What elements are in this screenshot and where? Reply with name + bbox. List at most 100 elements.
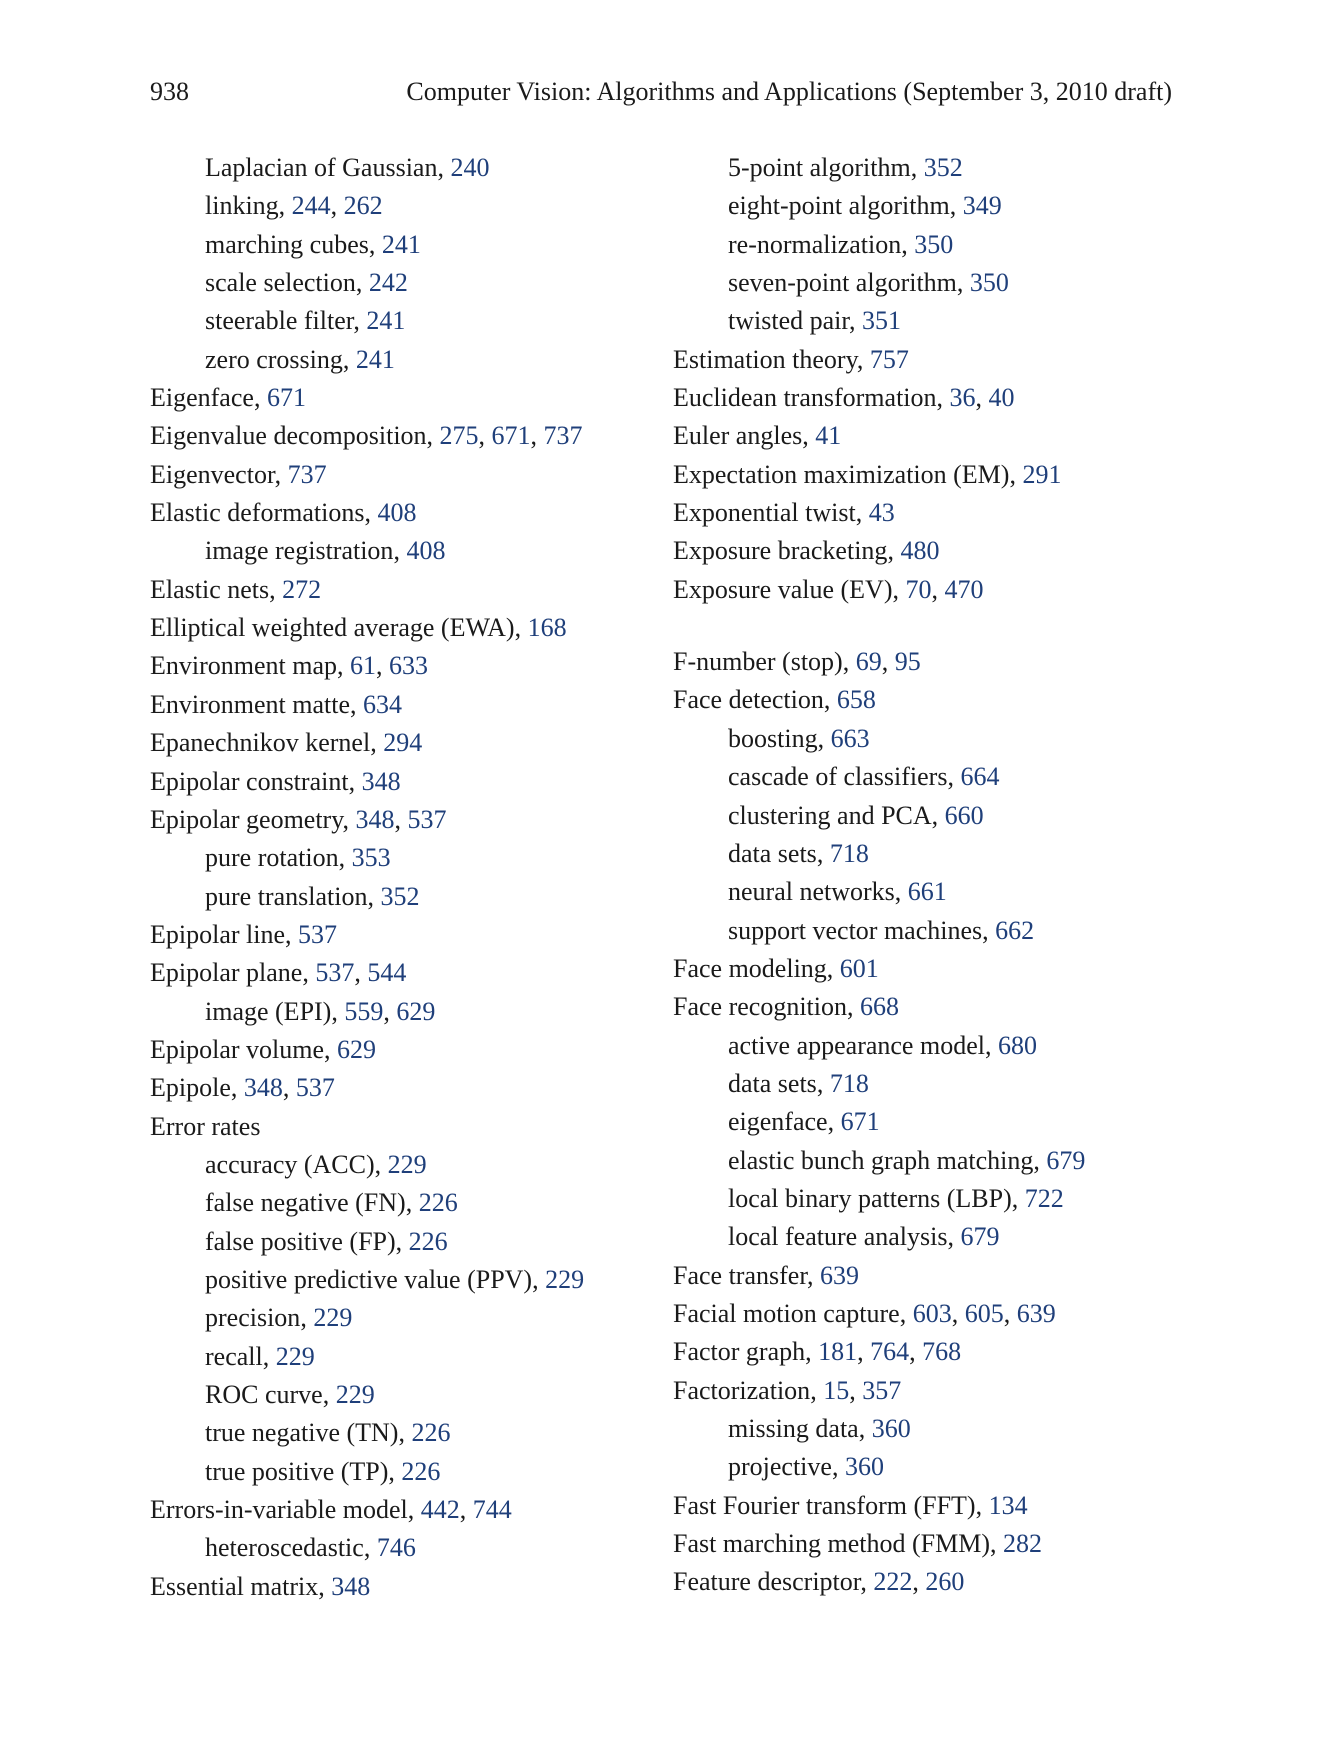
page-link[interactable]: 633 <box>389 651 429 681</box>
page-link[interactable]: 603 <box>912 1298 952 1328</box>
page-link[interactable]: 353 <box>351 843 391 873</box>
index-subentry: image registration, 408 <box>205 536 446 566</box>
page-link[interactable]: 559 <box>344 996 384 1026</box>
page-link[interactable]: 61 <box>350 651 377 681</box>
page-link[interactable]: 40 <box>988 383 1015 413</box>
page-link[interactable]: 537 <box>315 958 355 988</box>
page-link[interactable]: 360 <box>871 1414 911 1443</box>
page-link[interactable]: 168 <box>527 613 567 643</box>
page-link[interactable]: 348 <box>331 1571 371 1601</box>
page-link[interactable]: 605 <box>964 1298 1004 1328</box>
page-link[interactable]: 744 <box>472 1495 512 1525</box>
page-link[interactable]: 15 <box>823 1375 850 1405</box>
page-link[interactable]: 272 <box>282 574 322 604</box>
page-link[interactable]: 737 <box>287 459 327 489</box>
page-link[interactable]: 36 <box>949 383 976 413</box>
page-link[interactable]: 661 <box>907 877 947 907</box>
page-link[interactable]: 282 <box>1003 1529 1043 1559</box>
page-link[interactable]: 639 <box>819 1260 859 1290</box>
page-link[interactable]: 350 <box>914 229 954 259</box>
page-link[interactable]: 260 <box>925 1567 965 1597</box>
page-link[interactable]: 226 <box>411 1418 451 1448</box>
index-subentry: image (EPI), 559, 629 <box>205 996 436 1026</box>
page-link[interactable]: 240 <box>450 153 490 182</box>
page-link[interactable]: 442 <box>420 1495 460 1525</box>
page-link[interactable]: 229 <box>335 1380 375 1409</box>
page-link[interactable]: 671 <box>491 421 531 451</box>
page-link[interactable]: 629 <box>396 996 436 1026</box>
page-link[interactable]: 658 <box>836 685 876 715</box>
page-link[interactable]: 352 <box>380 881 420 911</box>
page-link[interactable]: 70 <box>905 574 932 604</box>
page-link[interactable]: 408 <box>377 498 417 528</box>
page-link[interactable]: 639 <box>1016 1298 1056 1328</box>
page-link[interactable]: 134 <box>988 1490 1028 1520</box>
page-link[interactable]: 41 <box>815 421 842 451</box>
page-link[interactable]: 241 <box>381 229 421 259</box>
page-link[interactable]: 544 <box>367 958 407 988</box>
page-link[interactable]: 275 <box>439 421 479 451</box>
page-link[interactable]: 95 <box>894 647 921 677</box>
page-link[interactable]: 537 <box>407 804 447 834</box>
page-link[interactable]: 601 <box>839 953 879 983</box>
page-link[interactable]: 662 <box>995 915 1035 945</box>
page-link[interactable]: 229 <box>387 1149 427 1179</box>
index-term: Exposure bracketing <box>673 536 888 566</box>
page-link[interactable]: 718 <box>829 1068 869 1098</box>
page-link[interactable]: 664 <box>960 762 1000 792</box>
page-link[interactable]: 226 <box>418 1188 458 1218</box>
page-link[interactable]: 69 <box>855 647 882 677</box>
page-link[interactable]: 222 <box>873 1567 913 1597</box>
page-link[interactable]: 660 <box>944 800 984 830</box>
page-link[interactable]: 663 <box>830 723 870 753</box>
page-link[interactable]: 262 <box>343 191 383 221</box>
index-term: Euler angles <box>673 421 803 451</box>
page-link[interactable]: 764 <box>870 1337 910 1367</box>
page-link[interactable]: 470 <box>944 574 984 604</box>
page-link[interactable]: 746 <box>376 1533 416 1563</box>
page-link[interactable]: 537 <box>298 919 338 949</box>
page-link[interactable]: 350 <box>969 268 1009 298</box>
page-link[interactable]: 768 <box>922 1337 962 1367</box>
page-link[interactable]: 351 <box>862 306 901 336</box>
page-link[interactable]: 679 <box>960 1222 1000 1252</box>
page-link[interactable]: 408 <box>406 536 446 566</box>
page-link[interactable]: 244 <box>291 191 331 221</box>
page-link[interactable]: 634 <box>363 689 403 719</box>
page-link[interactable]: 671 <box>266 383 306 413</box>
page-link[interactable]: 181 <box>818 1337 858 1367</box>
page-link[interactable]: 480 <box>900 536 940 566</box>
page-link[interactable]: 668 <box>860 992 899 1022</box>
page-link[interactable]: 348 <box>361 766 401 796</box>
page-link[interactable]: 671 <box>840 1107 880 1137</box>
page-link[interactable]: 241 <box>366 306 406 336</box>
page-link[interactable]: 291 <box>1022 459 1062 489</box>
page-link[interactable]: 348 <box>355 804 395 834</box>
page-link[interactable]: 348 <box>243 1073 283 1103</box>
page-link[interactable]: 352 <box>923 153 963 182</box>
page-link[interactable]: 226 <box>408 1226 448 1256</box>
page-link[interactable]: 537 <box>295 1073 335 1103</box>
page-link[interactable]: 680 <box>997 1030 1037 1060</box>
page-link[interactable]: 242 <box>368 268 408 298</box>
page-link[interactable]: 294 <box>383 728 423 758</box>
page-link[interactable]: 349 <box>962 191 1002 221</box>
index-entry: Essential matrix, 348 <box>150 1571 371 1601</box>
page-link[interactable]: 229 <box>275 1341 315 1371</box>
page-link[interactable]: 722 <box>1024 1183 1064 1213</box>
page-link[interactable]: 737 <box>543 421 583 451</box>
page-link[interactable]: 360 <box>844 1452 884 1482</box>
page-link[interactable]: 757 <box>869 344 909 374</box>
page-link[interactable]: 241 <box>355 344 395 374</box>
page-link[interactable]: 229 <box>313 1303 353 1333</box>
page-link[interactable]: 679 <box>1046 1145 1086 1175</box>
page-link[interactable]: 43 <box>868 498 895 528</box>
index-term: Laplacian of Gaussian <box>205 153 438 182</box>
index-term: Elastic deformations <box>150 498 365 528</box>
index-subentry: eight-point algorithm, 349 <box>728 191 1002 221</box>
page-link[interactable]: 718 <box>829 838 869 868</box>
page-link[interactable]: 226 <box>401 1456 441 1486</box>
page-link[interactable]: 629 <box>337 1034 377 1064</box>
page-link[interactable]: 357 <box>862 1375 902 1405</box>
page-link[interactable]: 229 <box>545 1264 585 1294</box>
